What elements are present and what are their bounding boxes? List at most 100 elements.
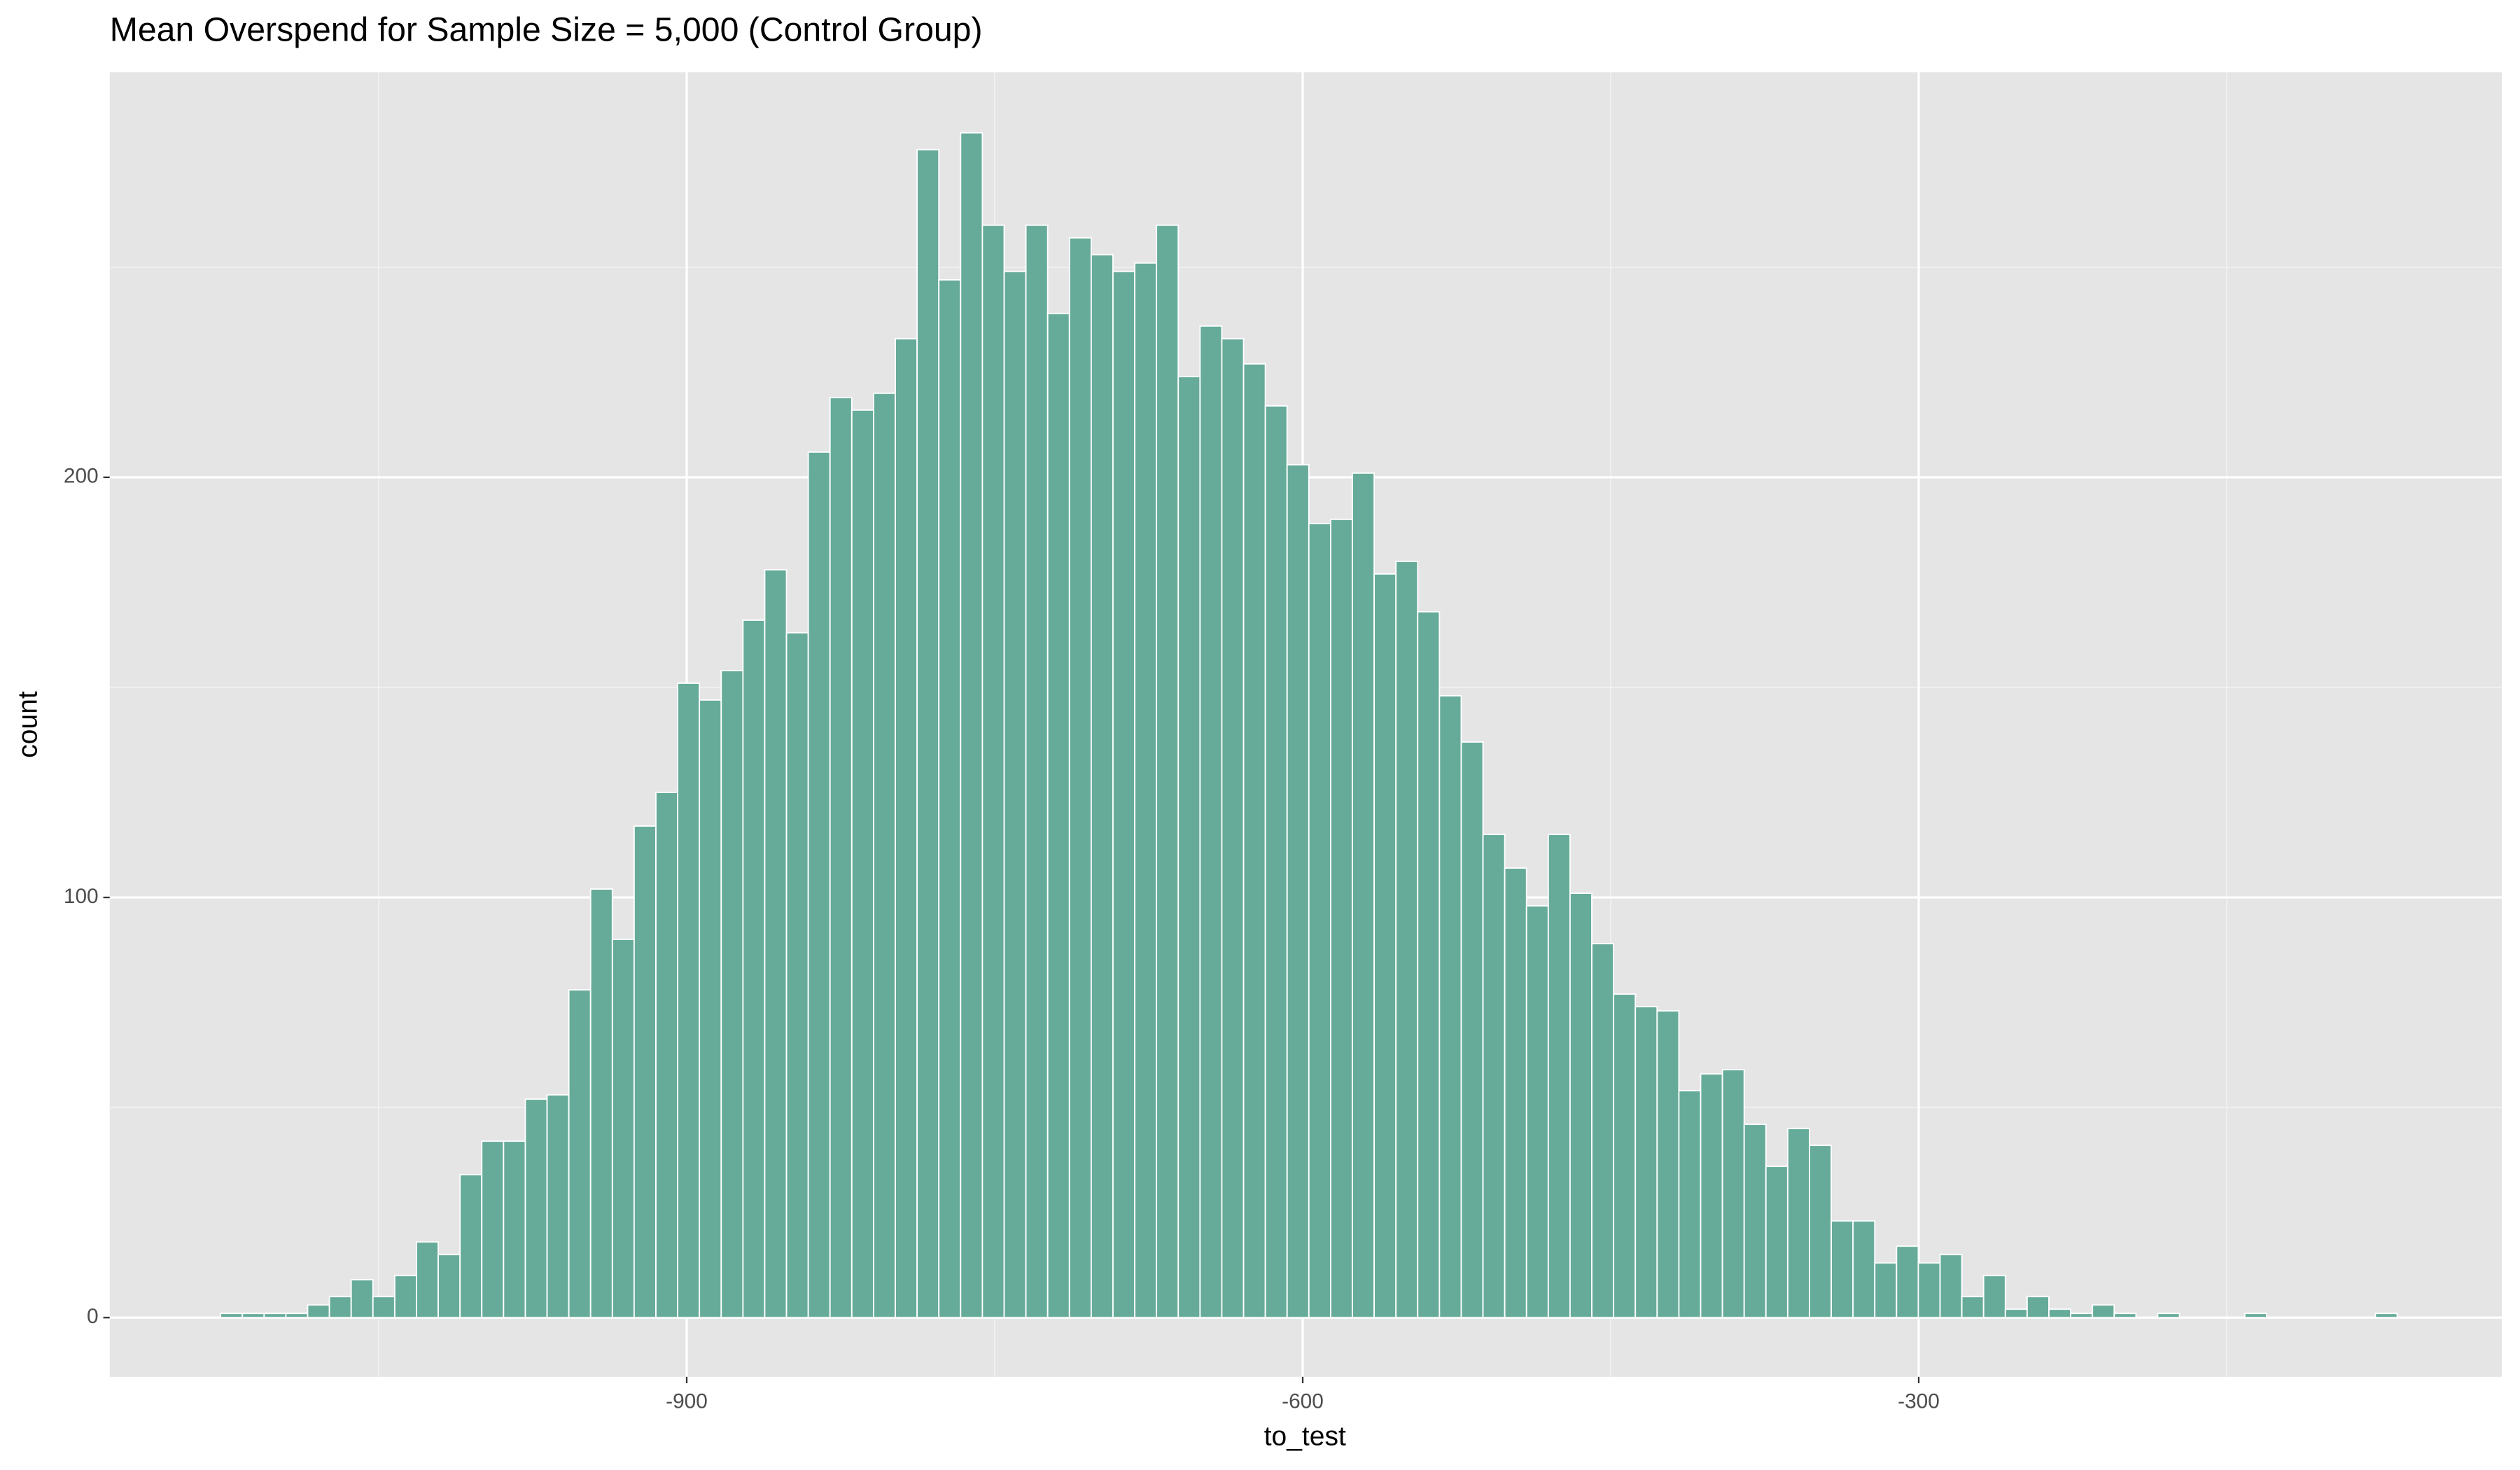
bar (633, 825, 657, 1319)
bar (1199, 325, 1223, 1319)
y-tick-label: 0 (87, 1305, 99, 1328)
bar (263, 1312, 287, 1319)
bar (981, 224, 1005, 1319)
bar (1700, 1073, 1723, 1319)
bar (1939, 1254, 1963, 1319)
bar (611, 939, 635, 1319)
bar (1852, 1220, 1876, 1319)
bar (1874, 1262, 1898, 1319)
bar (546, 1094, 570, 1319)
bar (1982, 1275, 2006, 1319)
bar (895, 337, 918, 1319)
bar (1003, 270, 1027, 1319)
bar (220, 1312, 244, 1319)
bar (1417, 611, 1441, 1319)
bar (1547, 834, 1571, 1319)
bar (2374, 1312, 2398, 1319)
bar (524, 1098, 548, 1319)
bar (568, 989, 592, 1319)
y-tick-label: 200 (64, 465, 99, 488)
bar (1656, 1010, 1680, 1319)
bar (1613, 993, 1637, 1319)
bar (785, 632, 809, 1319)
bar (416, 1241, 439, 1319)
x-axis-title: to_test (1264, 1421, 1346, 1451)
bar (1525, 905, 1549, 1319)
bar (720, 670, 744, 1319)
bar (2048, 1308, 2072, 1319)
bar (481, 1140, 505, 1319)
x-tick-label: -900 (666, 1390, 708, 1413)
bar (2092, 1304, 2115, 1319)
bar (1395, 560, 1419, 1319)
bar (677, 682, 701, 1319)
bar (1112, 270, 1135, 1319)
bar (1352, 472, 1376, 1319)
bar (1177, 375, 1201, 1319)
bar (699, 699, 722, 1319)
bar (2157, 1312, 2180, 1319)
bar (1068, 237, 1092, 1319)
bar (807, 451, 831, 1319)
bar (1329, 518, 1353, 1319)
bar (829, 396, 853, 1319)
bar (1896, 1245, 1919, 1319)
bar (1591, 943, 1615, 1319)
bar (328, 1296, 352, 1319)
bar (1438, 695, 1462, 1319)
x-tick-label: -300 (1898, 1390, 1940, 1413)
bar (1786, 1128, 1810, 1319)
bar (1242, 363, 1266, 1319)
bar (1134, 262, 1158, 1319)
bar (1460, 741, 1484, 1319)
x-tick-label: -600 (1282, 1390, 1324, 1413)
bar (1678, 1090, 1702, 1319)
bar (1221, 337, 1245, 1319)
bar (1090, 253, 1114, 1319)
bar (1569, 892, 1592, 1319)
bar (764, 568, 788, 1319)
bar (655, 792, 679, 1319)
bar (1373, 573, 1397, 1319)
bar (850, 409, 874, 1319)
bar (2070, 1312, 2094, 1319)
bar (742, 620, 766, 1319)
bar (459, 1174, 483, 1319)
bar (438, 1254, 461, 1319)
y-tick-label: 100 (64, 885, 99, 908)
bar (1634, 1006, 1658, 1319)
bar (372, 1296, 396, 1319)
bar (503, 1140, 526, 1319)
y-axis-title: count (13, 691, 43, 758)
bar (1286, 463, 1310, 1319)
bar (1765, 1166, 1788, 1319)
bar (2004, 1308, 2028, 1319)
bar (350, 1279, 374, 1319)
bar (938, 279, 962, 1319)
bar (1046, 312, 1070, 1319)
bar (285, 1312, 309, 1319)
bar (589, 888, 613, 1319)
bar (1504, 867, 1527, 1319)
bar (1809, 1144, 1832, 1319)
bar (393, 1275, 417, 1319)
bar (241, 1312, 265, 1319)
bar (1830, 1220, 1854, 1319)
bar (1917, 1262, 1941, 1319)
bar (2244, 1312, 2267, 1319)
bar (873, 392, 896, 1319)
bar (1961, 1296, 1984, 1319)
bar (1264, 405, 1288, 1319)
bar (1156, 224, 1180, 1319)
bar (2113, 1312, 2137, 1319)
bar (916, 148, 940, 1319)
chart-title: Mean Overspend for Sample Size = 5,000 (… (110, 11, 983, 49)
bar (1308, 522, 1331, 1319)
bar (1482, 834, 1506, 1319)
bar (307, 1304, 330, 1319)
bar (1721, 1069, 1745, 1319)
bar (960, 132, 983, 1319)
bar (1025, 224, 1049, 1319)
bar (2026, 1296, 2050, 1319)
